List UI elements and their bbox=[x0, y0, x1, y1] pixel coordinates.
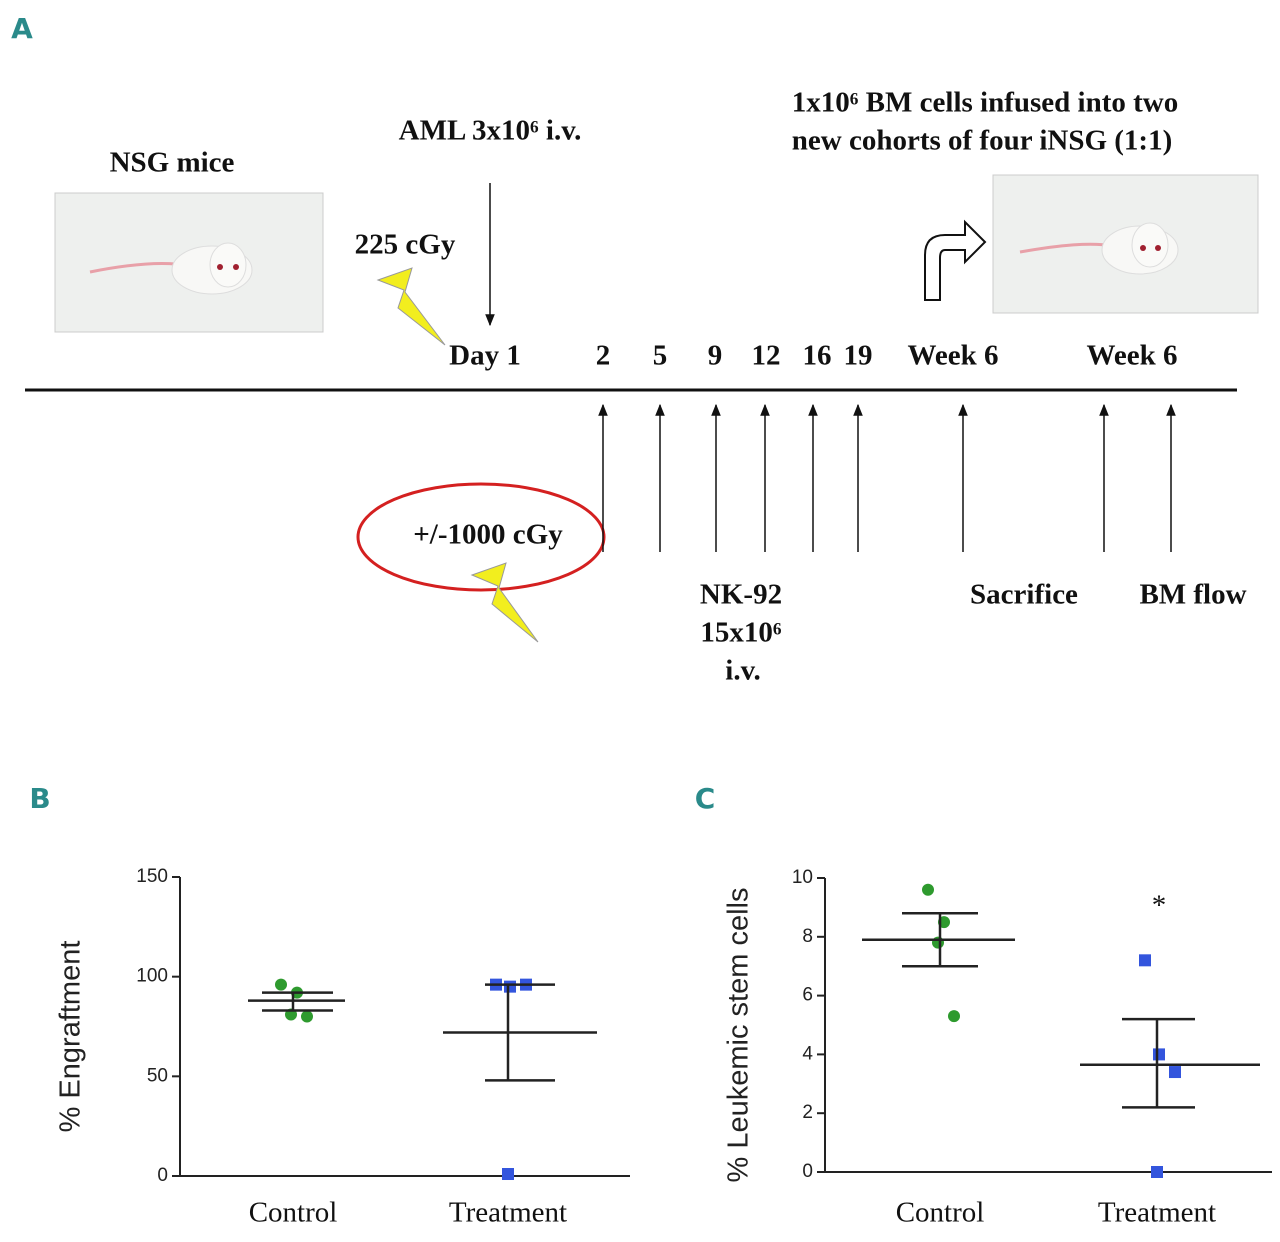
transfer-label: 1x10⁶ BM cells infused into two bbox=[792, 87, 1179, 119]
y-tick-label: 8 bbox=[802, 926, 813, 947]
y-tick-label: 0 bbox=[157, 1165, 168, 1186]
timeline-label: 2 bbox=[596, 340, 611, 372]
panel-letter: A bbox=[11, 12, 33, 45]
x-tick-label: Control bbox=[896, 1197, 985, 1229]
timeline-label: 12 bbox=[752, 340, 781, 372]
nk-label: i.v. bbox=[725, 655, 760, 687]
y-tick-label: 0 bbox=[802, 1161, 813, 1182]
y-tick-label: 10 bbox=[792, 867, 813, 888]
data-point bbox=[948, 1010, 960, 1023]
nk-label: NK-92 bbox=[700, 579, 782, 611]
x-tick-label: Treatment bbox=[449, 1197, 567, 1229]
y-tick-label: 2 bbox=[802, 1102, 813, 1123]
data-point bbox=[275, 978, 287, 991]
data-point bbox=[1169, 1066, 1181, 1079]
y-tick-label: 50 bbox=[147, 1065, 168, 1086]
bent-arrow bbox=[924, 219, 987, 301]
timeline-label: 5 bbox=[653, 340, 668, 372]
timeline-label: 9 bbox=[708, 340, 723, 372]
mouse-image bbox=[992, 174, 1259, 314]
timeline-label: 19 bbox=[844, 340, 873, 372]
data-point bbox=[1151, 1166, 1163, 1178]
lightning bbox=[470, 562, 539, 643]
data-point bbox=[1139, 954, 1151, 967]
y-tick-label: 100 bbox=[136, 966, 168, 987]
sacrifice-label: Sacrifice bbox=[970, 579, 1078, 611]
y-tick-label: 4 bbox=[802, 1043, 813, 1064]
timeline-label: Day 1 bbox=[449, 340, 521, 372]
timeline-label: Week 6 bbox=[907, 340, 998, 372]
x-tick-label: Treatment bbox=[1098, 1197, 1216, 1229]
lightning bbox=[376, 267, 446, 346]
y-tick-label: 6 bbox=[802, 985, 813, 1006]
bm-flow-label: BM flow bbox=[1139, 579, 1246, 611]
y-axis-label: % Engraftment bbox=[55, 941, 87, 1133]
irradiation-label: +/-1000 cGy bbox=[413, 519, 563, 551]
transfer-label: new cohorts of four iNSG (1:1) bbox=[792, 125, 1172, 157]
mouse-image bbox=[54, 192, 324, 333]
nk-label: 15x10⁶ bbox=[700, 617, 782, 649]
data-point bbox=[932, 936, 944, 949]
highlight-ellipse bbox=[356, 482, 606, 592]
data-point bbox=[301, 1010, 313, 1023]
data-point bbox=[922, 883, 934, 896]
dose-label: 225 cGy bbox=[355, 229, 456, 261]
y-axis-label: % Leukemic stem cells bbox=[723, 888, 755, 1183]
data-point bbox=[504, 980, 516, 993]
data-point bbox=[1153, 1048, 1165, 1061]
y-tick-label: 150 bbox=[136, 866, 168, 887]
mouse-label: NSG mice bbox=[110, 147, 235, 179]
x-tick-label: Control bbox=[249, 1197, 338, 1229]
timeline-label: Week 6 bbox=[1086, 340, 1177, 372]
data-point bbox=[502, 1168, 514, 1181]
panel-letter: C bbox=[695, 782, 716, 815]
aml-label: AML 3x10⁶ i.v. bbox=[399, 115, 582, 147]
timeline-label: 16 bbox=[803, 340, 832, 372]
panel-letter: B bbox=[29, 782, 50, 815]
significance: * bbox=[1152, 890, 1167, 922]
